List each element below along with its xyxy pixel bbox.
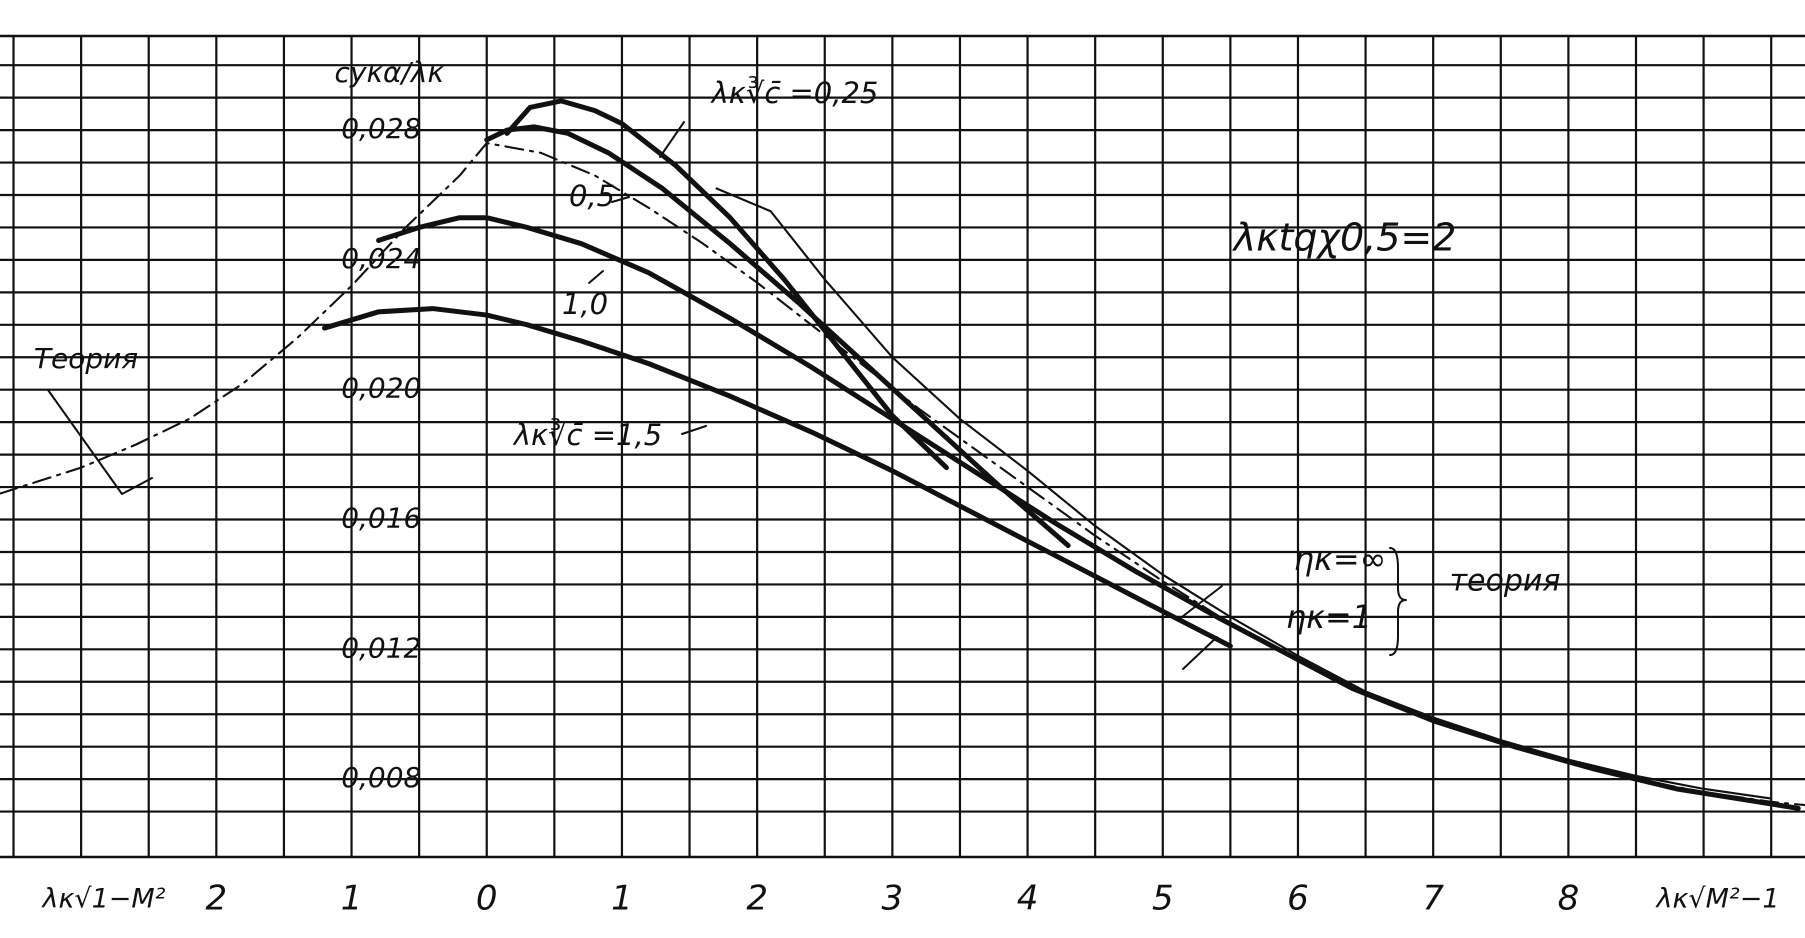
y-tick-label: 0,028 xyxy=(341,112,421,145)
curve-10-label: 1,0 xyxy=(562,287,608,321)
series-line--1 xyxy=(0,142,1805,807)
curve-05-leader xyxy=(611,196,630,203)
curve-15-leader xyxy=(681,425,707,435)
left-axis-label: λκ√1−M² xyxy=(40,884,165,915)
series-line-0-25 xyxy=(504,98,949,471)
bottom-tick-label: 2 xyxy=(746,879,768,919)
bottom-tick-label: 7 xyxy=(1422,879,1444,919)
parameter-label: λκtqχ0,5=2 xyxy=(1232,216,1457,260)
series-line-0-5 xyxy=(484,124,1071,548)
y-tick-label: 0,016 xyxy=(341,502,421,535)
grid-layer xyxy=(0,34,1805,859)
annotation-layer: 2 1 0 1 2 3 4 5 6 7 8 λκ√1−M² λκ√M²−1 cyκα/λκ 0,008 0,0… xyxy=(34,56,1780,919)
bottom-tick-label: 1 xyxy=(611,879,633,919)
y-tick-label: 0,020 xyxy=(341,372,421,405)
right-theory-label: теория xyxy=(1450,564,1561,599)
curve-025-leader xyxy=(659,121,685,158)
eta-infinity-leader xyxy=(1177,585,1223,621)
right-axis-label: λκ√M²−1 xyxy=(1654,884,1779,915)
bottom-tick-label: 0 xyxy=(476,879,498,919)
series-layer xyxy=(0,98,1805,811)
eta-one-label: ηκ=1 xyxy=(1286,598,1372,636)
bottom-tick-label: 3 xyxy=(882,879,904,919)
series-line-- xyxy=(715,187,1773,800)
y-tick-label: 0,024 xyxy=(341,242,421,275)
left-theory-leader xyxy=(47,389,153,495)
curve-05-label: 0,5 xyxy=(569,179,615,213)
y-tick-label: 0,012 xyxy=(341,631,421,664)
y-tick-label: 0,008 xyxy=(341,761,421,794)
curve-10-leader xyxy=(588,270,604,284)
bottom-tick-label: 6 xyxy=(1287,879,1309,919)
series-line-1-5 xyxy=(321,306,1233,649)
eta-one-leader xyxy=(1182,636,1218,670)
bottom-tick-label: 8 xyxy=(1558,879,1580,919)
left-theory-label: Теория xyxy=(34,342,138,375)
eta-infinity-label: ηκ=∞ xyxy=(1294,540,1387,578)
curve-15-label: λκ∛c̄ =1,5 xyxy=(512,417,662,452)
bottom-tick-label: 2 xyxy=(206,879,228,919)
bottom-tick-label: 4 xyxy=(1017,879,1039,919)
bottom-tick-label: 1 xyxy=(341,879,363,919)
bottom-tick-label: 5 xyxy=(1152,879,1174,919)
curve-025-label: λκ∛c̄ =0,25 xyxy=(710,75,879,110)
y-axis-label: cyκα/λκ xyxy=(335,56,445,89)
theory-brace xyxy=(1389,547,1407,656)
